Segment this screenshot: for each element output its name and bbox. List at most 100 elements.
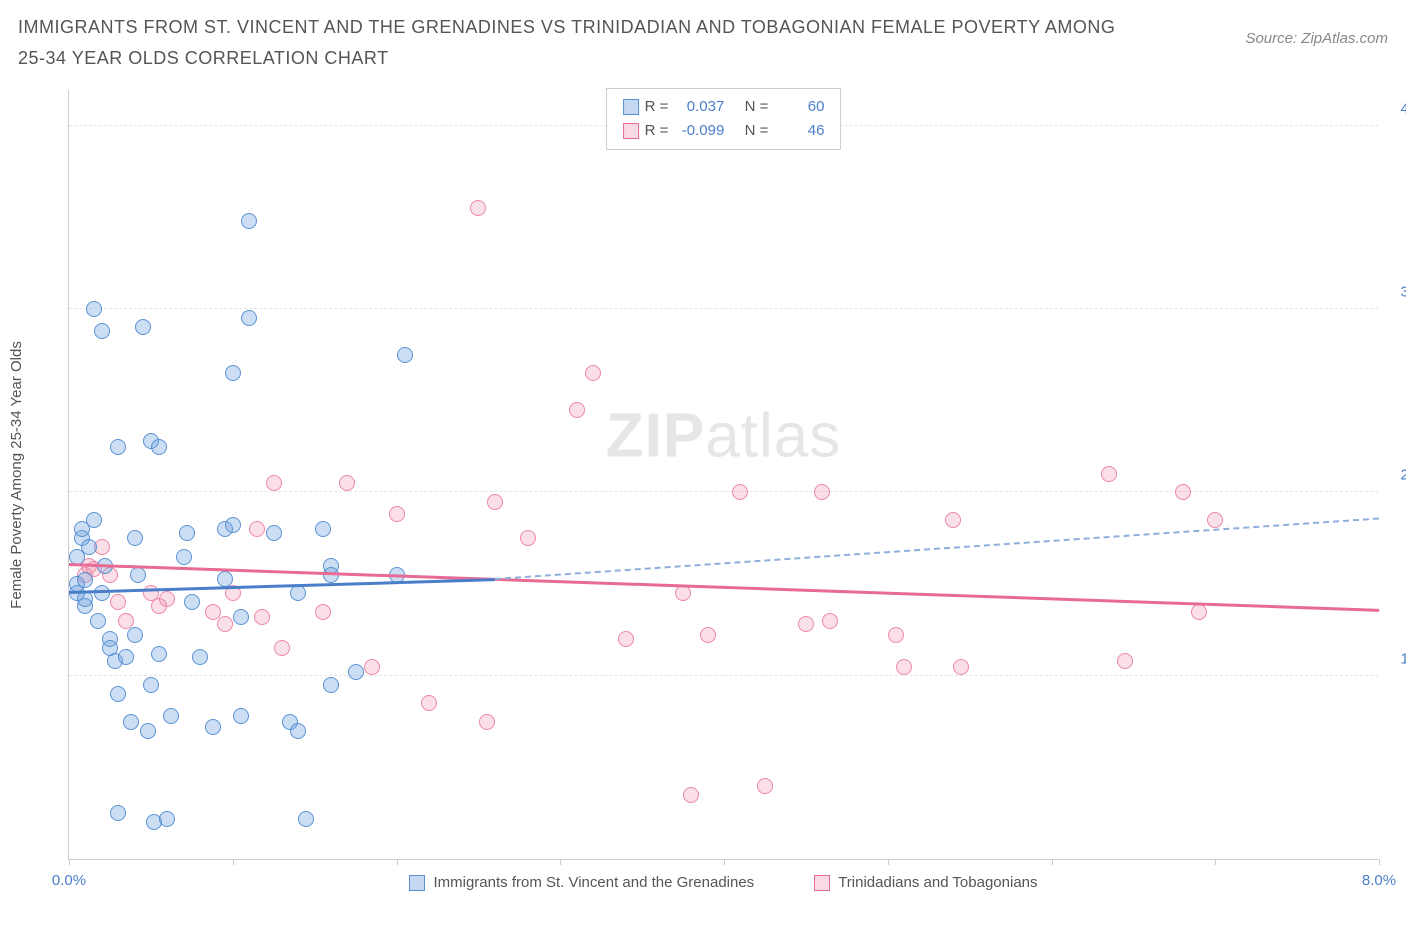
watermark-light: atlas [705,402,841,471]
data-point-pink [159,591,175,607]
data-point-blue [205,719,221,735]
data-point-blue [241,213,257,229]
chart-title: IMMIGRANTS FROM ST. VINCENT AND THE GREN… [18,12,1118,73]
data-point-pink [254,609,270,625]
y-axis-label: Female Poverty Among 25-34 Year Olds [8,341,25,609]
data-point-pink [732,484,748,500]
data-point-blue [118,649,134,665]
data-point-blue [94,585,110,601]
data-point-blue [266,525,282,541]
swatch-pink-icon [623,123,639,139]
swatch-blue-icon [623,99,639,115]
data-point-blue [77,572,93,588]
data-point-blue [217,571,233,587]
data-point-pink [888,627,904,643]
n-label: N = [745,119,769,143]
chart-container: Female Poverty Among 25-34 Year Olds ZIP… [18,90,1388,910]
watermark: ZIPatlas [606,401,841,472]
legend-row-pink: R = -0.099 N = 46 [623,119,825,143]
plot-area: ZIPatlas R = 0.037 N = 60 R = -0.099 N =… [68,90,1378,860]
x-tick-mark [397,859,398,865]
trend-line [495,518,1379,580]
data-point-pink [757,778,773,794]
watermark-bold: ZIP [606,402,705,471]
x-tick-label: 0.0% [52,872,86,889]
data-point-pink [389,506,405,522]
data-point-blue [151,439,167,455]
data-point-blue [135,319,151,335]
data-point-blue [241,310,257,326]
data-point-pink [249,521,265,537]
data-point-pink [364,659,380,675]
data-point-pink [700,627,716,643]
gridline [69,675,1378,676]
r-value-blue: 0.037 [674,95,724,119]
data-point-pink [896,659,912,675]
y-tick-label: 20.0% [1400,467,1406,484]
data-point-blue [179,525,195,541]
r-label: R = [645,119,669,143]
data-point-blue [233,708,249,724]
data-point-pink [487,494,503,510]
data-point-blue [123,714,139,730]
data-point-pink [266,475,282,491]
data-point-blue [127,627,143,643]
data-point-blue [90,613,106,629]
data-point-pink [585,365,601,381]
r-value-pink: -0.099 [674,119,724,143]
data-point-blue [86,512,102,528]
data-point-pink [618,631,634,647]
x-tick-mark [1052,859,1053,865]
data-point-pink [1207,512,1223,528]
data-point-pink [421,695,437,711]
data-point-blue [225,517,241,533]
data-point-blue [192,649,208,665]
n-label: N = [745,95,769,119]
data-point-pink [814,484,830,500]
data-point-blue [86,301,102,317]
chart-header: IMMIGRANTS FROM ST. VINCENT AND THE GREN… [0,0,1406,81]
data-point-blue [397,347,413,363]
x-tick-mark [1379,859,1380,865]
data-point-pink [569,402,585,418]
chart-source: Source: ZipAtlas.com [1245,12,1388,47]
x-tick-label: 8.0% [1362,872,1396,889]
data-point-pink [1191,604,1207,620]
x-tick-mark [233,859,234,865]
data-point-blue [298,811,314,827]
data-point-blue [176,549,192,565]
x-tick-mark [560,859,561,865]
data-point-pink [520,530,536,546]
data-point-pink [1117,653,1133,669]
data-point-blue [290,723,306,739]
data-point-blue [290,585,306,601]
swatch-blue-icon [409,875,425,891]
data-point-pink [675,585,691,601]
data-point-blue [323,677,339,693]
data-point-blue [143,677,159,693]
legend-stats: R = 0.037 N = 60 R = -0.099 N = 46 [606,88,842,150]
data-point-blue [348,664,364,680]
data-point-pink [798,616,814,632]
data-point-blue [130,567,146,583]
data-point-blue [127,530,143,546]
data-point-pink [953,659,969,675]
data-point-pink [110,594,126,610]
data-point-pink [1101,466,1117,482]
legend-item-pink: Trinidadians and Tobagonians [814,874,1037,891]
data-point-pink [339,475,355,491]
data-point-pink [945,512,961,528]
data-point-blue [151,646,167,662]
data-point-blue [110,439,126,455]
legend-label-blue: Immigrants from St. Vincent and the Gren… [433,874,754,891]
legend-label-pink: Trinidadians and Tobagonians [838,874,1037,891]
data-point-pink [1175,484,1191,500]
legend-series: Immigrants from St. Vincent and the Gren… [69,874,1378,891]
gridline [69,308,1378,309]
legend-item-blue: Immigrants from St. Vincent and the Gren… [409,874,754,891]
data-point-pink [217,616,233,632]
data-point-blue [315,521,331,537]
data-point-blue [184,594,200,610]
data-point-pink [470,200,486,216]
data-point-blue [110,805,126,821]
